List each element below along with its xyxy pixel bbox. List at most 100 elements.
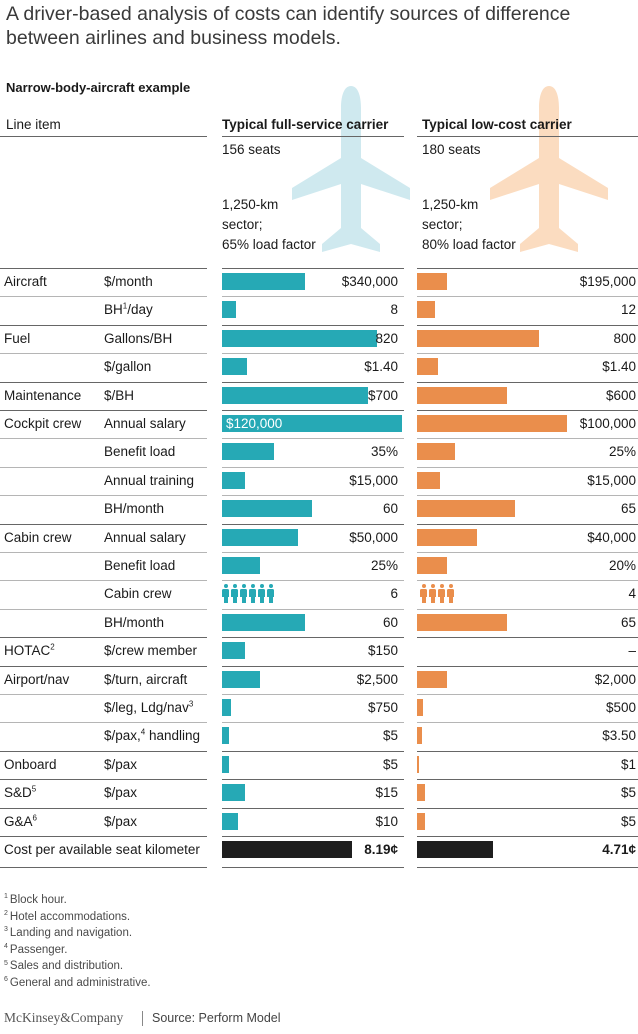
value-label-low-cost: 25% [608, 444, 636, 460]
total-row: Cost per available seat kilometer 8.19¢ 4.… [0, 836, 638, 864]
row-unit-label: $/pax [104, 813, 138, 829]
cabin-crew-icons-low [420, 584, 454, 604]
row-divider [0, 353, 207, 355]
bar-low-cost [417, 699, 423, 716]
value-label-full-service: $1.40 [364, 359, 398, 375]
row-category-label: Aircraft [4, 274, 47, 289]
bar-full-service [222, 812, 239, 830]
row-divider [222, 807, 404, 809]
row-divider [0, 722, 207, 724]
row-divider [222, 495, 404, 497]
value-label-low-cost: $195,000 [579, 274, 636, 289]
row-divider [0, 637, 207, 639]
table-row: Annual training $15,000 $15,000 [0, 466, 638, 495]
bottom-rule [417, 867, 638, 868]
row-divider [222, 381, 404, 383]
bar-full-service [222, 500, 312, 518]
row-divider [0, 324, 207, 326]
airplane-icon-low-cost [490, 86, 608, 252]
table-row: Benefit load 35% 25% [0, 438, 638, 466]
row-divider [0, 665, 207, 667]
row-unit-label: Cabin crew [104, 586, 172, 602]
row-divider [417, 637, 638, 639]
row-divider [417, 466, 638, 468]
table-row: S&D5 $/pax $15 $5 [0, 779, 638, 807]
row-unit-label: Gallons/BH [104, 330, 173, 346]
table-row: HOTAC2 $/crew member $150 – [0, 637, 638, 665]
value-label-low-cost: $40,000 [587, 529, 636, 545]
row-divider [0, 779, 207, 781]
footnote: 3 Landing and navigation. [4, 926, 133, 940]
row-category-label: Airport/nav [4, 671, 70, 687]
bar-full-service [222, 471, 246, 489]
row-category-label: Maintenance [4, 387, 82, 403]
table-row: Benefit load 25% 20% [0, 552, 638, 580]
value-label-total-full-service: 8.19¢ [364, 842, 398, 857]
row-unit-label: $/crew member [104, 643, 198, 659]
bar-low-cost [417, 386, 507, 404]
bottom-rule [0, 867, 207, 868]
value-label-full-service: 6 [390, 586, 398, 602]
bar-low-cost [417, 557, 447, 574]
value-label-low-cost: $3.50 [602, 728, 636, 744]
table-row: $/pax,4 handling $5 $3.50 [0, 722, 638, 750]
row-divider [0, 608, 207, 610]
row-unit-label: $/pax [104, 785, 138, 801]
person-icon [231, 584, 238, 604]
bar-low-cost [417, 727, 422, 745]
value-label-low-cost: 65 [620, 614, 636, 630]
person-icon [438, 584, 445, 604]
row-divider [222, 466, 404, 468]
row-unit-label: BH/month [104, 614, 165, 630]
row-divider [417, 694, 638, 695]
bar-full-service [222, 358, 248, 376]
row-divider [0, 268, 207, 269]
value-label-low-cost: $1.40 [602, 359, 636, 375]
person-icon [267, 584, 274, 604]
footnote: 5 Sales and distribution. [4, 959, 124, 973]
person-icon [222, 584, 229, 604]
value-label-full-service: 60 [382, 614, 398, 630]
table-row: G&A6 $/pax $10 $5 [0, 807, 638, 836]
bar-full-service [222, 699, 231, 716]
row-unit-label: Annual salary [104, 529, 186, 545]
row-unit-label: Annual training [104, 472, 195, 488]
row-divider [0, 381, 207, 383]
spec-sector-full: 1,250-km [222, 197, 279, 212]
value-label-full-service: $700 [367, 387, 398, 403]
row-category-label: S&D5 [4, 784, 37, 801]
row-divider [222, 637, 404, 639]
value-label-full-service: 8 [390, 302, 398, 318]
bar-low-cost [417, 301, 435, 319]
row-divider [0, 552, 207, 553]
spec-sector-low: 1,250-km [422, 197, 479, 212]
row-divider [417, 580, 638, 582]
row-divider [417, 381, 638, 383]
row-unit-label: $/month [104, 274, 153, 289]
spec-seats-low: 180 seats [422, 142, 481, 157]
bar-full-service [222, 386, 368, 404]
row-divider [417, 665, 638, 667]
column-header-line-item: Line item [6, 117, 61, 132]
header-rule [222, 136, 404, 137]
row-divider [417, 324, 638, 326]
bar-full-service [222, 528, 298, 546]
brand-logo: McKinsey&Company [4, 1010, 124, 1025]
row-category-label: Fuel [4, 330, 31, 346]
bar-low-cost [417, 670, 447, 688]
table-row: Onboard $/pax $5 $1 [0, 750, 638, 779]
row-unit-label: Annual salary [104, 416, 186, 431]
row-divider [417, 807, 638, 809]
row-divider [222, 552, 404, 553]
person-icon [420, 584, 427, 604]
value-label-low-cost: 800 [613, 330, 636, 346]
value-label-full-service: $750 [367, 700, 398, 715]
footnote: 2 Hotel accommodations. [4, 909, 131, 923]
value-label-low-cost: – [628, 643, 636, 659]
row-category-label: G&A6 [4, 813, 37, 829]
row-divider [417, 495, 638, 497]
row-divider [222, 779, 404, 781]
row-category-label: HOTAC2 [4, 642, 55, 659]
bar-low-cost [417, 528, 477, 546]
value-label-low-cost: $2,000 [594, 671, 636, 687]
